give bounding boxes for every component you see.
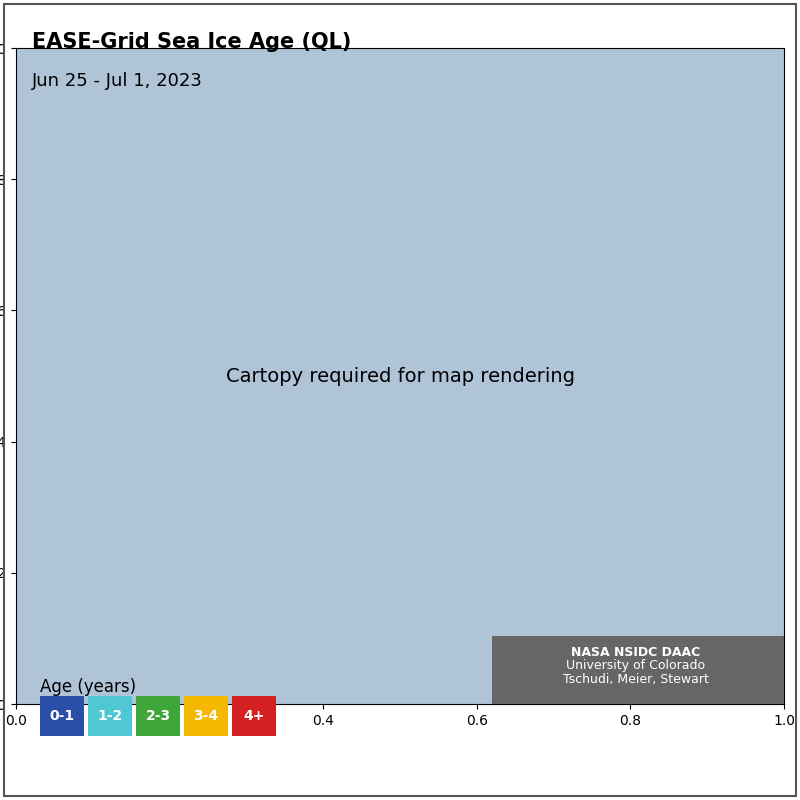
Text: Cartopy required for map rendering: Cartopy required for map rendering xyxy=(226,366,574,386)
Text: EASE-Grid Sea Ice Age (QL): EASE-Grid Sea Ice Age (QL) xyxy=(32,32,351,52)
Text: 3-4: 3-4 xyxy=(194,709,218,723)
Text: University of Colorado: University of Colorado xyxy=(566,659,706,672)
Text: Jun 25 - Jul 1, 2023: Jun 25 - Jul 1, 2023 xyxy=(32,72,203,90)
Text: 0-1: 0-1 xyxy=(50,709,74,723)
Text: Tschudi, Meier, Stewart: Tschudi, Meier, Stewart xyxy=(563,673,709,686)
Text: 4+: 4+ xyxy=(243,709,265,723)
Text: NASA NSIDC DAAC: NASA NSIDC DAAC xyxy=(571,646,701,658)
Text: Age (years): Age (years) xyxy=(40,678,136,696)
Text: 2-3: 2-3 xyxy=(146,709,170,723)
Text: 1-2: 1-2 xyxy=(98,709,122,723)
